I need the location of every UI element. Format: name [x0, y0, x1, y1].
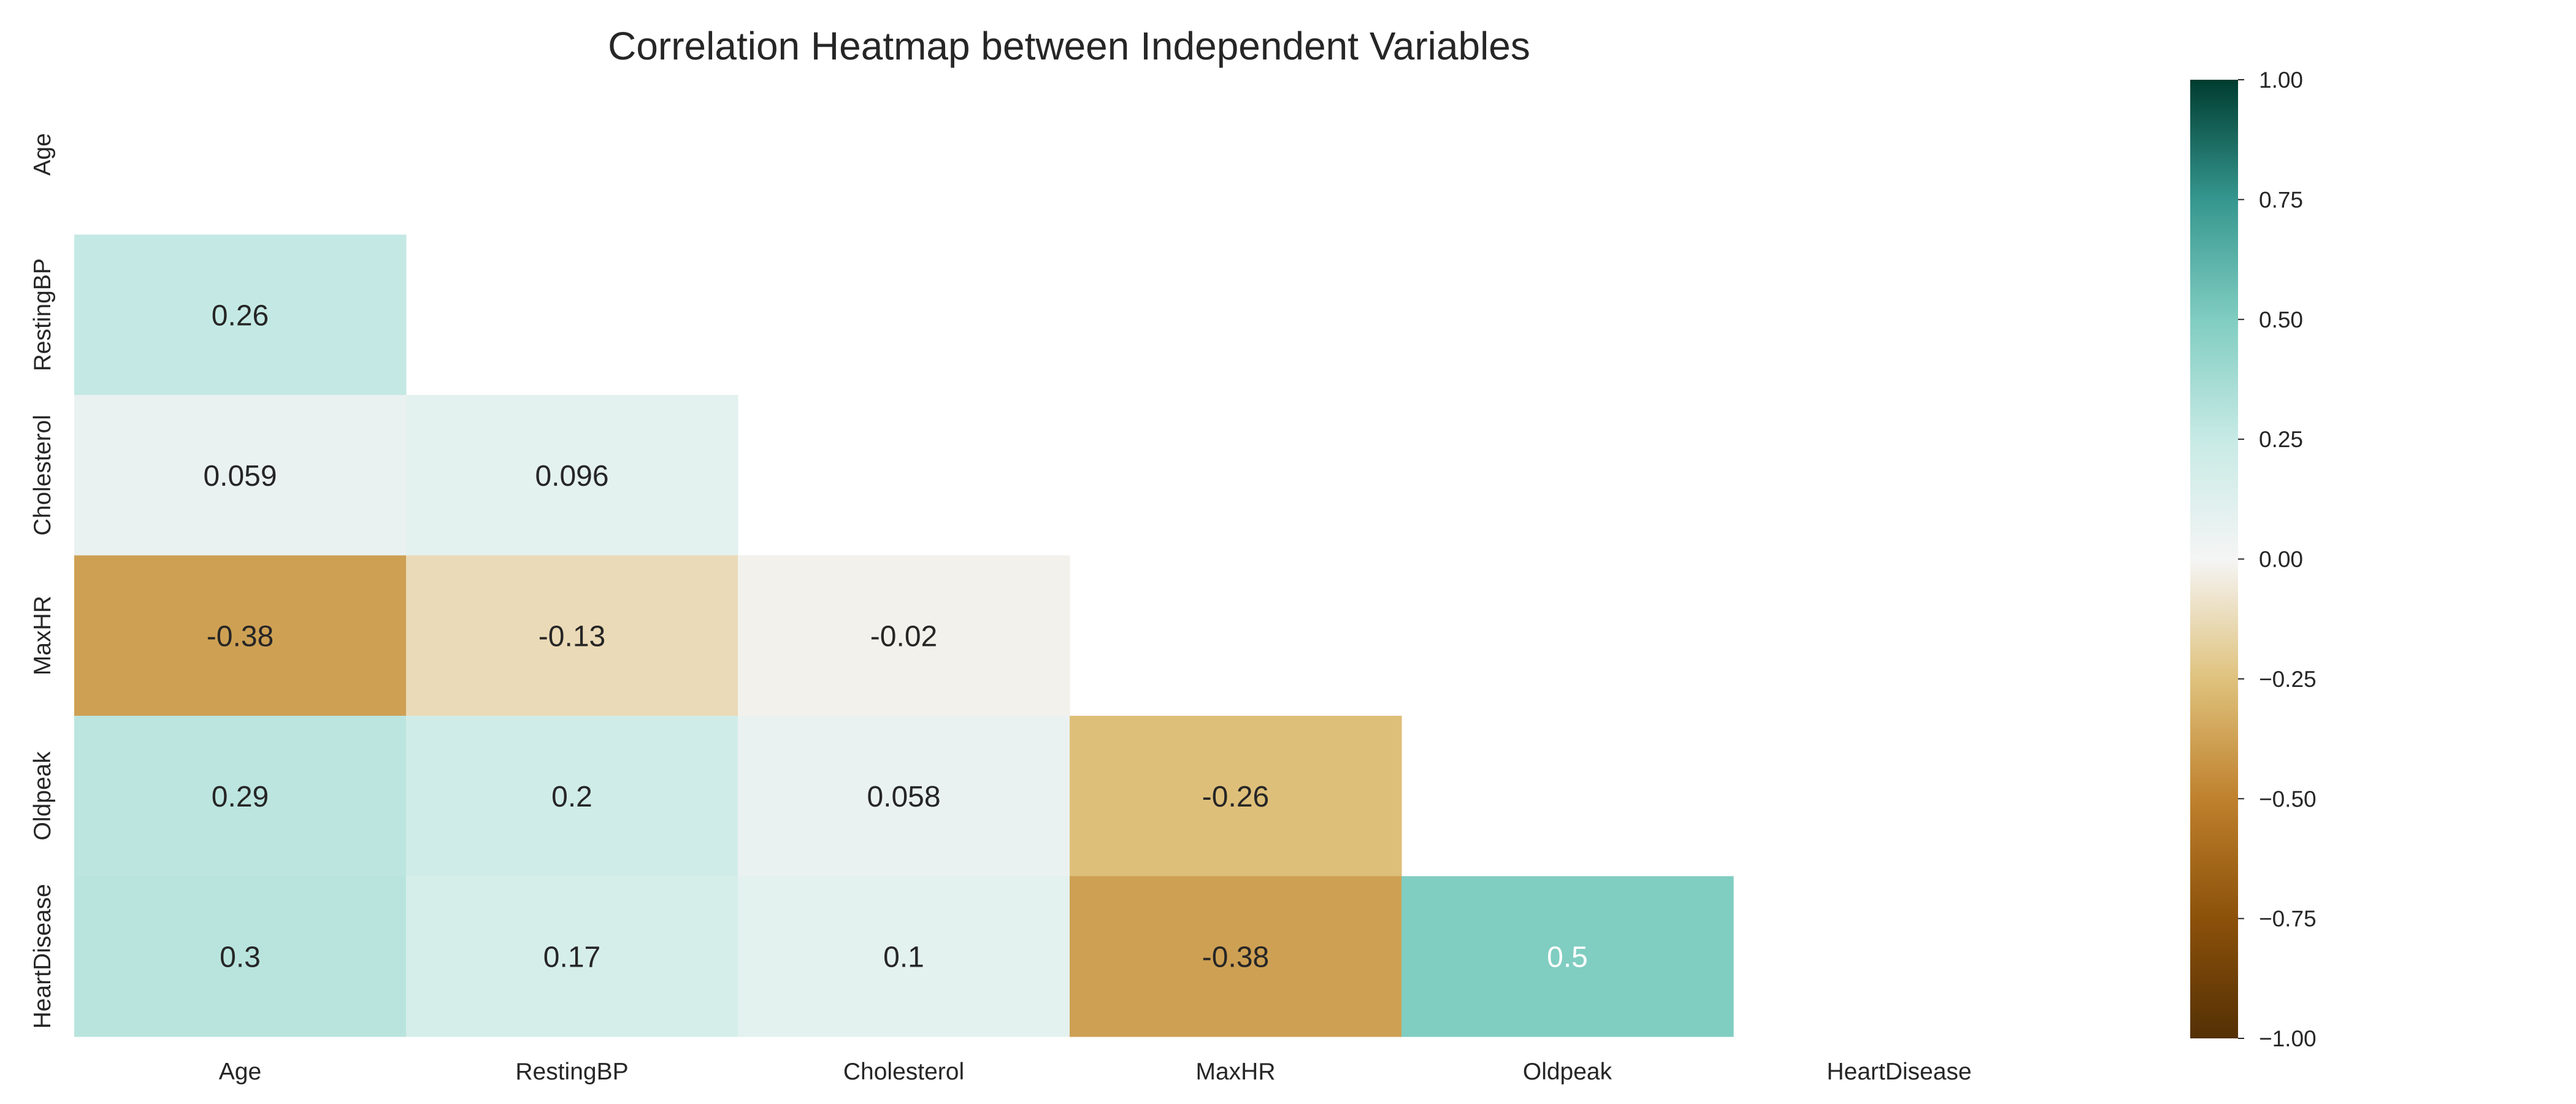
y-tick-label-age: Age: [29, 133, 56, 175]
heatmap-cell-oldpeak-age: [74, 716, 407, 877]
heatmap-cell-cholesterol-age: [74, 395, 407, 556]
y-tick-label-heartdisease: HeartDisease: [29, 884, 56, 1029]
heatmap-cell-oldpeak-cholesterol: [738, 716, 1070, 877]
colorbar-tick-label: −0.25: [2259, 667, 2317, 692]
x-axis-tick-labels: Age RestingBP Cholesterol MaxHR Oldpeak Heart…: [219, 1059, 1972, 1085]
cell-value-label: 0.3: [220, 941, 261, 973]
y-tick-label-oldpeak: Oldpeak: [29, 751, 56, 841]
colorbar-tick-label: −0.75: [2259, 907, 2317, 932]
cell-value-label: 0.1: [883, 941, 924, 973]
cell-value-label: 0.058: [867, 781, 940, 813]
heatmap-cell-heartdisease-restingbp: [406, 876, 738, 1037]
cell-value-label: 0.29: [212, 781, 269, 813]
colorbar-gradient: [2190, 80, 2238, 1038]
heatmap-cell-heartdisease-age: [74, 876, 407, 1037]
x-tick-label-maxhr: MaxHR: [1195, 1059, 1275, 1085]
y-tick-label-maxhr: MaxHR: [29, 596, 56, 675]
cell-value-label: 0.5: [1547, 941, 1588, 973]
colorbar-tick-label: 0.25: [2259, 427, 2303, 452]
heatmap-cell-heartdisease-cholesterol: [738, 876, 1070, 1037]
colorbar-tick-label: 0.50: [2259, 307, 2303, 332]
y-tick-label-cholesterol: Cholesterol: [29, 415, 56, 535]
heatmap-cell-maxhr-age: [74, 555, 407, 716]
colorbar: 1.00 0.75 0.50 0.25 0.00 −0.25 −0.50 −0.75 −1.00: [2190, 67, 2317, 1051]
cell-value-label: 0.059: [203, 460, 277, 493]
cell-value-label: 0.17: [543, 941, 600, 973]
x-tick-label-age: Age: [219, 1059, 261, 1085]
x-tick-label-cholesterol: Cholesterol: [843, 1059, 964, 1085]
colorbar-tick-label: −0.50: [2259, 786, 2317, 811]
cell-value-label: 0.2: [551, 781, 592, 813]
heatmap-cell-maxhr-restingbp: [406, 555, 738, 716]
cell-value-label: -0.38: [207, 620, 274, 653]
heatmap-cell-heartdisease-oldpeak: [1401, 876, 1734, 1037]
colorbar-tick-label: 0.00: [2259, 547, 2303, 572]
heatmap-cell-oldpeak-restingbp: [406, 716, 738, 877]
heatmap-cell-restingbp-age: [74, 234, 407, 396]
cell-value-label: 0.26: [212, 299, 269, 332]
heatmap-cell-heartdisease-maxhr: [1070, 876, 1402, 1037]
cell-value-label: -0.26: [1202, 781, 1269, 813]
cell-value-label: -0.02: [870, 620, 937, 653]
colorbar-tick-label: 0.75: [2259, 187, 2303, 212]
heatmap-cell-maxhr-cholesterol: [738, 555, 1070, 716]
x-tick-label-oldpeak: Oldpeak: [1523, 1059, 1612, 1085]
colorbar-tick-label: 1.00: [2259, 67, 2303, 93]
cell-value-label: 0.096: [535, 460, 608, 493]
chart-title: Correlation Heatmap between Independent …: [608, 24, 1530, 68]
heatmap-cell-cholesterol-restingbp: [406, 395, 738, 556]
colorbar-tick-label: −1.00: [2259, 1026, 2317, 1051]
y-tick-label-restingbp: RestingBP: [29, 258, 56, 371]
cell-value-label: -0.13: [539, 620, 605, 653]
heatmap-cells: 0.26 0.059 0.096 -0.38 -0.13 -0.02 0.29 0.2 0.05…: [74, 234, 1734, 1037]
heatmap-cell-oldpeak-maxhr: [1070, 716, 1402, 877]
x-tick-label-heartdisease: HeartDisease: [1827, 1059, 1971, 1085]
y-axis-tick-labels: Age RestingBP Cholesterol MaxHR Oldpeak Heart…: [29, 133, 56, 1029]
cell-value-label: -0.38: [1202, 941, 1269, 973]
x-tick-label-restingbp: RestingBP: [515, 1059, 628, 1085]
